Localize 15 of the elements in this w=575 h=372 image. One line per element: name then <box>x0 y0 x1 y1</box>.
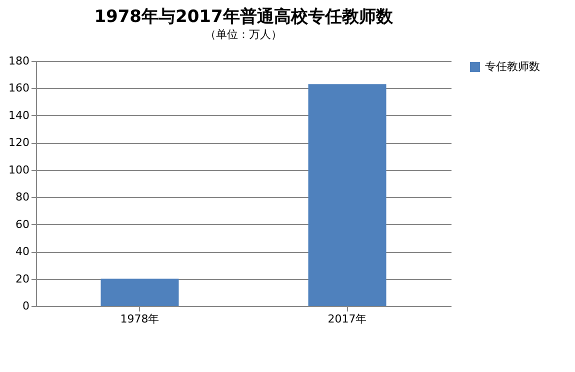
y-tick-label: 100 <box>8 163 30 176</box>
y-tick-label: 20 <box>16 272 30 286</box>
y-tick-label: 0 <box>22 300 30 312</box>
y-tick-label: 140 <box>8 108 30 122</box>
x-tick-label: 2017年 <box>328 312 367 326</box>
y-tick-label: 160 <box>8 82 30 95</box>
y-tick-label: 40 <box>16 245 30 258</box>
y-tick-label: 60 <box>16 218 30 231</box>
chart-subtitle: （单位：万人） <box>205 28 282 41</box>
y-tick-label: 180 <box>8 54 30 68</box>
y-tick-label: 80 <box>16 190 30 204</box>
legend-label: 专任教师数 <box>485 60 540 73</box>
x-tick-label: 1978年 <box>120 312 160 326</box>
chart-title: 1978年与2017年普通高校专任教师数 <box>94 6 394 27</box>
y-tick-label: 120 <box>8 136 30 150</box>
